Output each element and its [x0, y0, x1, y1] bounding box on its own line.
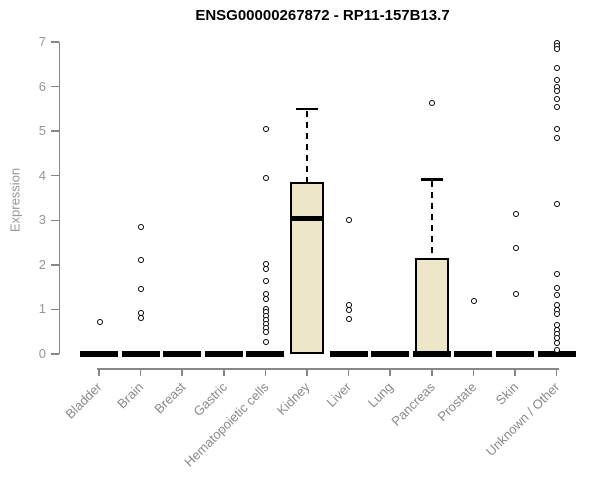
median-line — [290, 215, 324, 221]
y-tick — [50, 41, 59, 43]
outlier-point — [96, 319, 103, 326]
y-tick — [50, 308, 59, 311]
x-tick — [514, 368, 516, 376]
median-line — [121, 351, 160, 357]
x-tick — [181, 368, 183, 376]
median-line — [537, 351, 576, 357]
outlier-point — [554, 125, 561, 132]
outlier-point — [262, 329, 269, 336]
y-tick — [50, 85, 59, 88]
outlier-point — [554, 134, 561, 141]
outlier-point — [554, 270, 561, 277]
outlier-point — [262, 339, 269, 346]
outlier-point — [512, 210, 519, 217]
outlier-point — [554, 95, 561, 102]
x-category-label: Gastric — [189, 379, 230, 420]
median-line — [329, 351, 368, 357]
x-axis-line — [97, 368, 559, 370]
x-tick — [555, 368, 558, 376]
y-tick — [50, 130, 59, 132]
x-tick — [472, 368, 475, 376]
x-category-label: Brain — [114, 379, 147, 412]
outlier-point — [429, 100, 436, 107]
outlier-point — [554, 104, 561, 111]
outlier-point — [262, 277, 269, 284]
x-tick — [264, 368, 267, 376]
median-line — [163, 351, 202, 357]
x-category-label: Prostate — [434, 379, 480, 425]
outlier-point — [262, 295, 269, 302]
x-category-label: Lung — [365, 379, 397, 411]
chart-title: ENSG00000267872 - RP11-157B13.7 — [195, 7, 450, 24]
box-kidney — [290, 181, 324, 354]
outlier-point — [512, 291, 519, 298]
y-tick-label: 7 — [38, 34, 46, 49]
y-tick-label: 6 — [38, 78, 46, 94]
y-tick-label: 2 — [38, 256, 46, 272]
median-line — [412, 351, 451, 357]
outlier-point — [554, 87, 561, 94]
x-category-label: Breast — [150, 379, 189, 417]
whisker-cap — [296, 107, 318, 111]
y-tick-label: 0 — [38, 346, 46, 361]
outlier-point — [138, 314, 145, 321]
outlier-point — [138, 223, 145, 230]
median-line — [454, 351, 493, 357]
outlier-point — [512, 245, 519, 252]
outlier-point — [470, 298, 477, 304]
outlier-point — [554, 284, 561, 291]
median-line — [246, 351, 285, 357]
x-tick — [347, 368, 350, 376]
outlier-point — [554, 339, 561, 346]
median-line — [496, 351, 534, 357]
y-tick-label: 3 — [38, 212, 46, 228]
outlier-point — [554, 201, 561, 208]
outlier-point — [138, 285, 145, 292]
outlier-point — [346, 307, 353, 314]
outlier-point — [554, 77, 561, 84]
x-category-label: Skin — [492, 379, 521, 408]
x-tick — [139, 368, 142, 376]
outlier-point — [262, 175, 269, 182]
x-category-label: Pancreas — [388, 379, 438, 429]
y-tick — [50, 264, 59, 266]
x-tick — [306, 368, 308, 376]
x-tick — [98, 368, 100, 376]
box-pancreas — [414, 257, 449, 354]
median-line — [80, 351, 118, 357]
outlier-point — [554, 347, 561, 354]
x-category-label: Bladder — [62, 379, 105, 422]
median-line — [204, 351, 243, 357]
y-tick — [50, 174, 59, 177]
x-tick — [389, 368, 391, 376]
y-tick — [50, 353, 59, 355]
whisker-line — [306, 110, 308, 182]
whisker-line — [430, 181, 433, 258]
outlier-point — [138, 257, 145, 263]
y-tick — [50, 219, 59, 222]
outlier-point — [554, 292, 561, 299]
y-tick-label: 4 — [38, 167, 46, 183]
x-tick — [431, 368, 433, 376]
y-tick-label: 1 — [38, 301, 46, 317]
median-line — [371, 351, 410, 357]
outlier-point — [554, 46, 561, 53]
outlier-point — [346, 315, 353, 322]
whisker-cap — [420, 178, 443, 181]
outlier-point — [262, 265, 269, 272]
x-category-label: Kidney — [274, 379, 313, 419]
outlier-point — [346, 217, 353, 224]
outlier-point — [262, 126, 269, 133]
y-tick-label: 5 — [38, 123, 46, 139]
y-axis-line — [58, 42, 60, 354]
outlier-point — [554, 311, 561, 318]
x-category-label: Liver — [323, 379, 355, 410]
x-category-label: Unknown / Other — [482, 379, 563, 459]
x-tick — [223, 368, 225, 376]
outlier-point — [554, 65, 561, 72]
